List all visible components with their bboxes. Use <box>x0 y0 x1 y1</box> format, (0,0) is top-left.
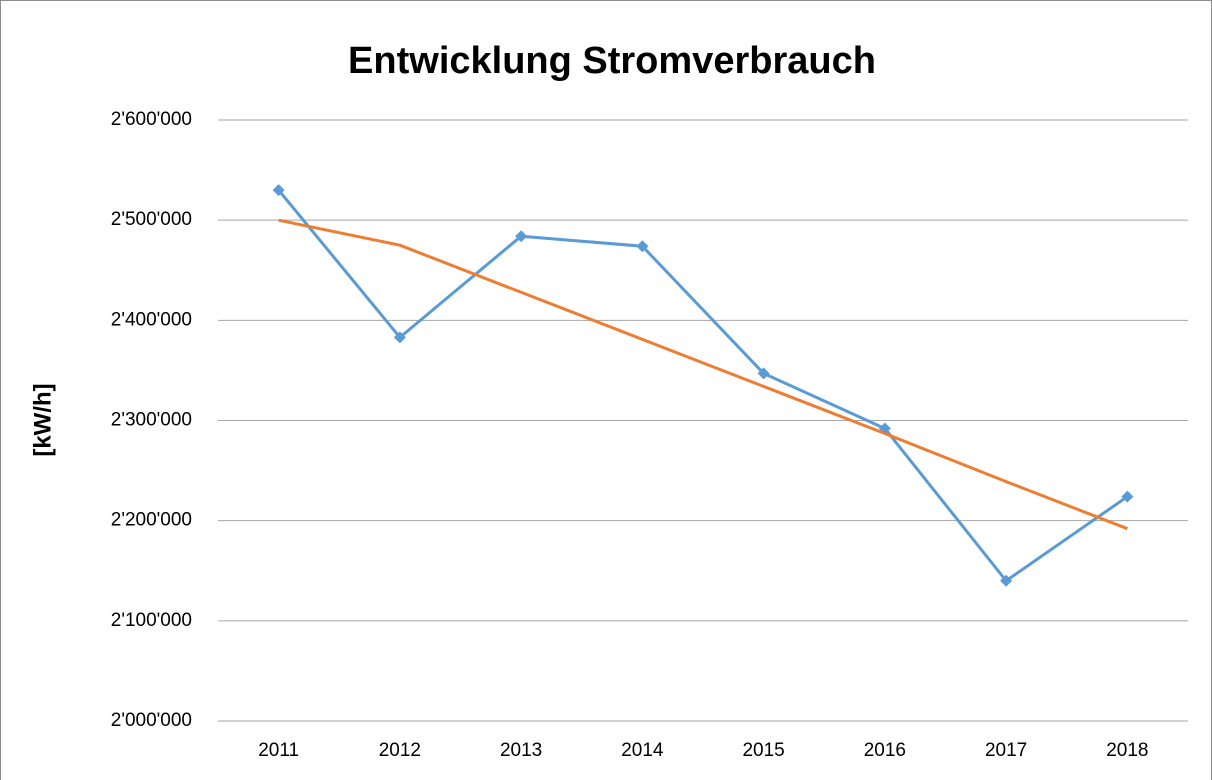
x-tick-label: 2011 <box>258 740 299 761</box>
series-marker <box>272 184 285 197</box>
chart-title: Entwicklung Stromverbrauch <box>348 40 876 82</box>
x-tick-label: 2015 <box>742 740 784 761</box>
series-marker <box>757 367 770 380</box>
series-marker <box>1121 490 1134 503</box>
series-line <box>277 189 1129 583</box>
y-axis-label: [kW/h] <box>29 383 56 456</box>
x-tick-label: 2012 <box>379 740 421 761</box>
y-tick-label: 2'400'000 <box>111 309 192 330</box>
series-marker <box>636 240 649 253</box>
y-tick-label: 2'500'000 <box>111 209 192 230</box>
y-tick-label: 2'300'000 <box>111 410 192 431</box>
series-marker <box>515 230 528 243</box>
y-tick-label: 2'000'000 <box>111 710 192 731</box>
x-tick-label: 2014 <box>621 740 664 761</box>
series-marker <box>393 331 406 344</box>
y-tick-label: 2'600'000 <box>111 109 192 130</box>
y-tick-label: 2'100'000 <box>111 610 192 631</box>
y-tick-label: 2'200'000 <box>111 510 192 531</box>
x-tick-label: 2013 <box>500 740 542 761</box>
x-tick-label: 2018 <box>1106 740 1148 761</box>
x-tick-label: 2017 <box>985 740 1027 761</box>
x-tick-label: 2016 <box>864 740 906 761</box>
series-line <box>278 218 1128 531</box>
series-marker <box>1000 574 1013 587</box>
